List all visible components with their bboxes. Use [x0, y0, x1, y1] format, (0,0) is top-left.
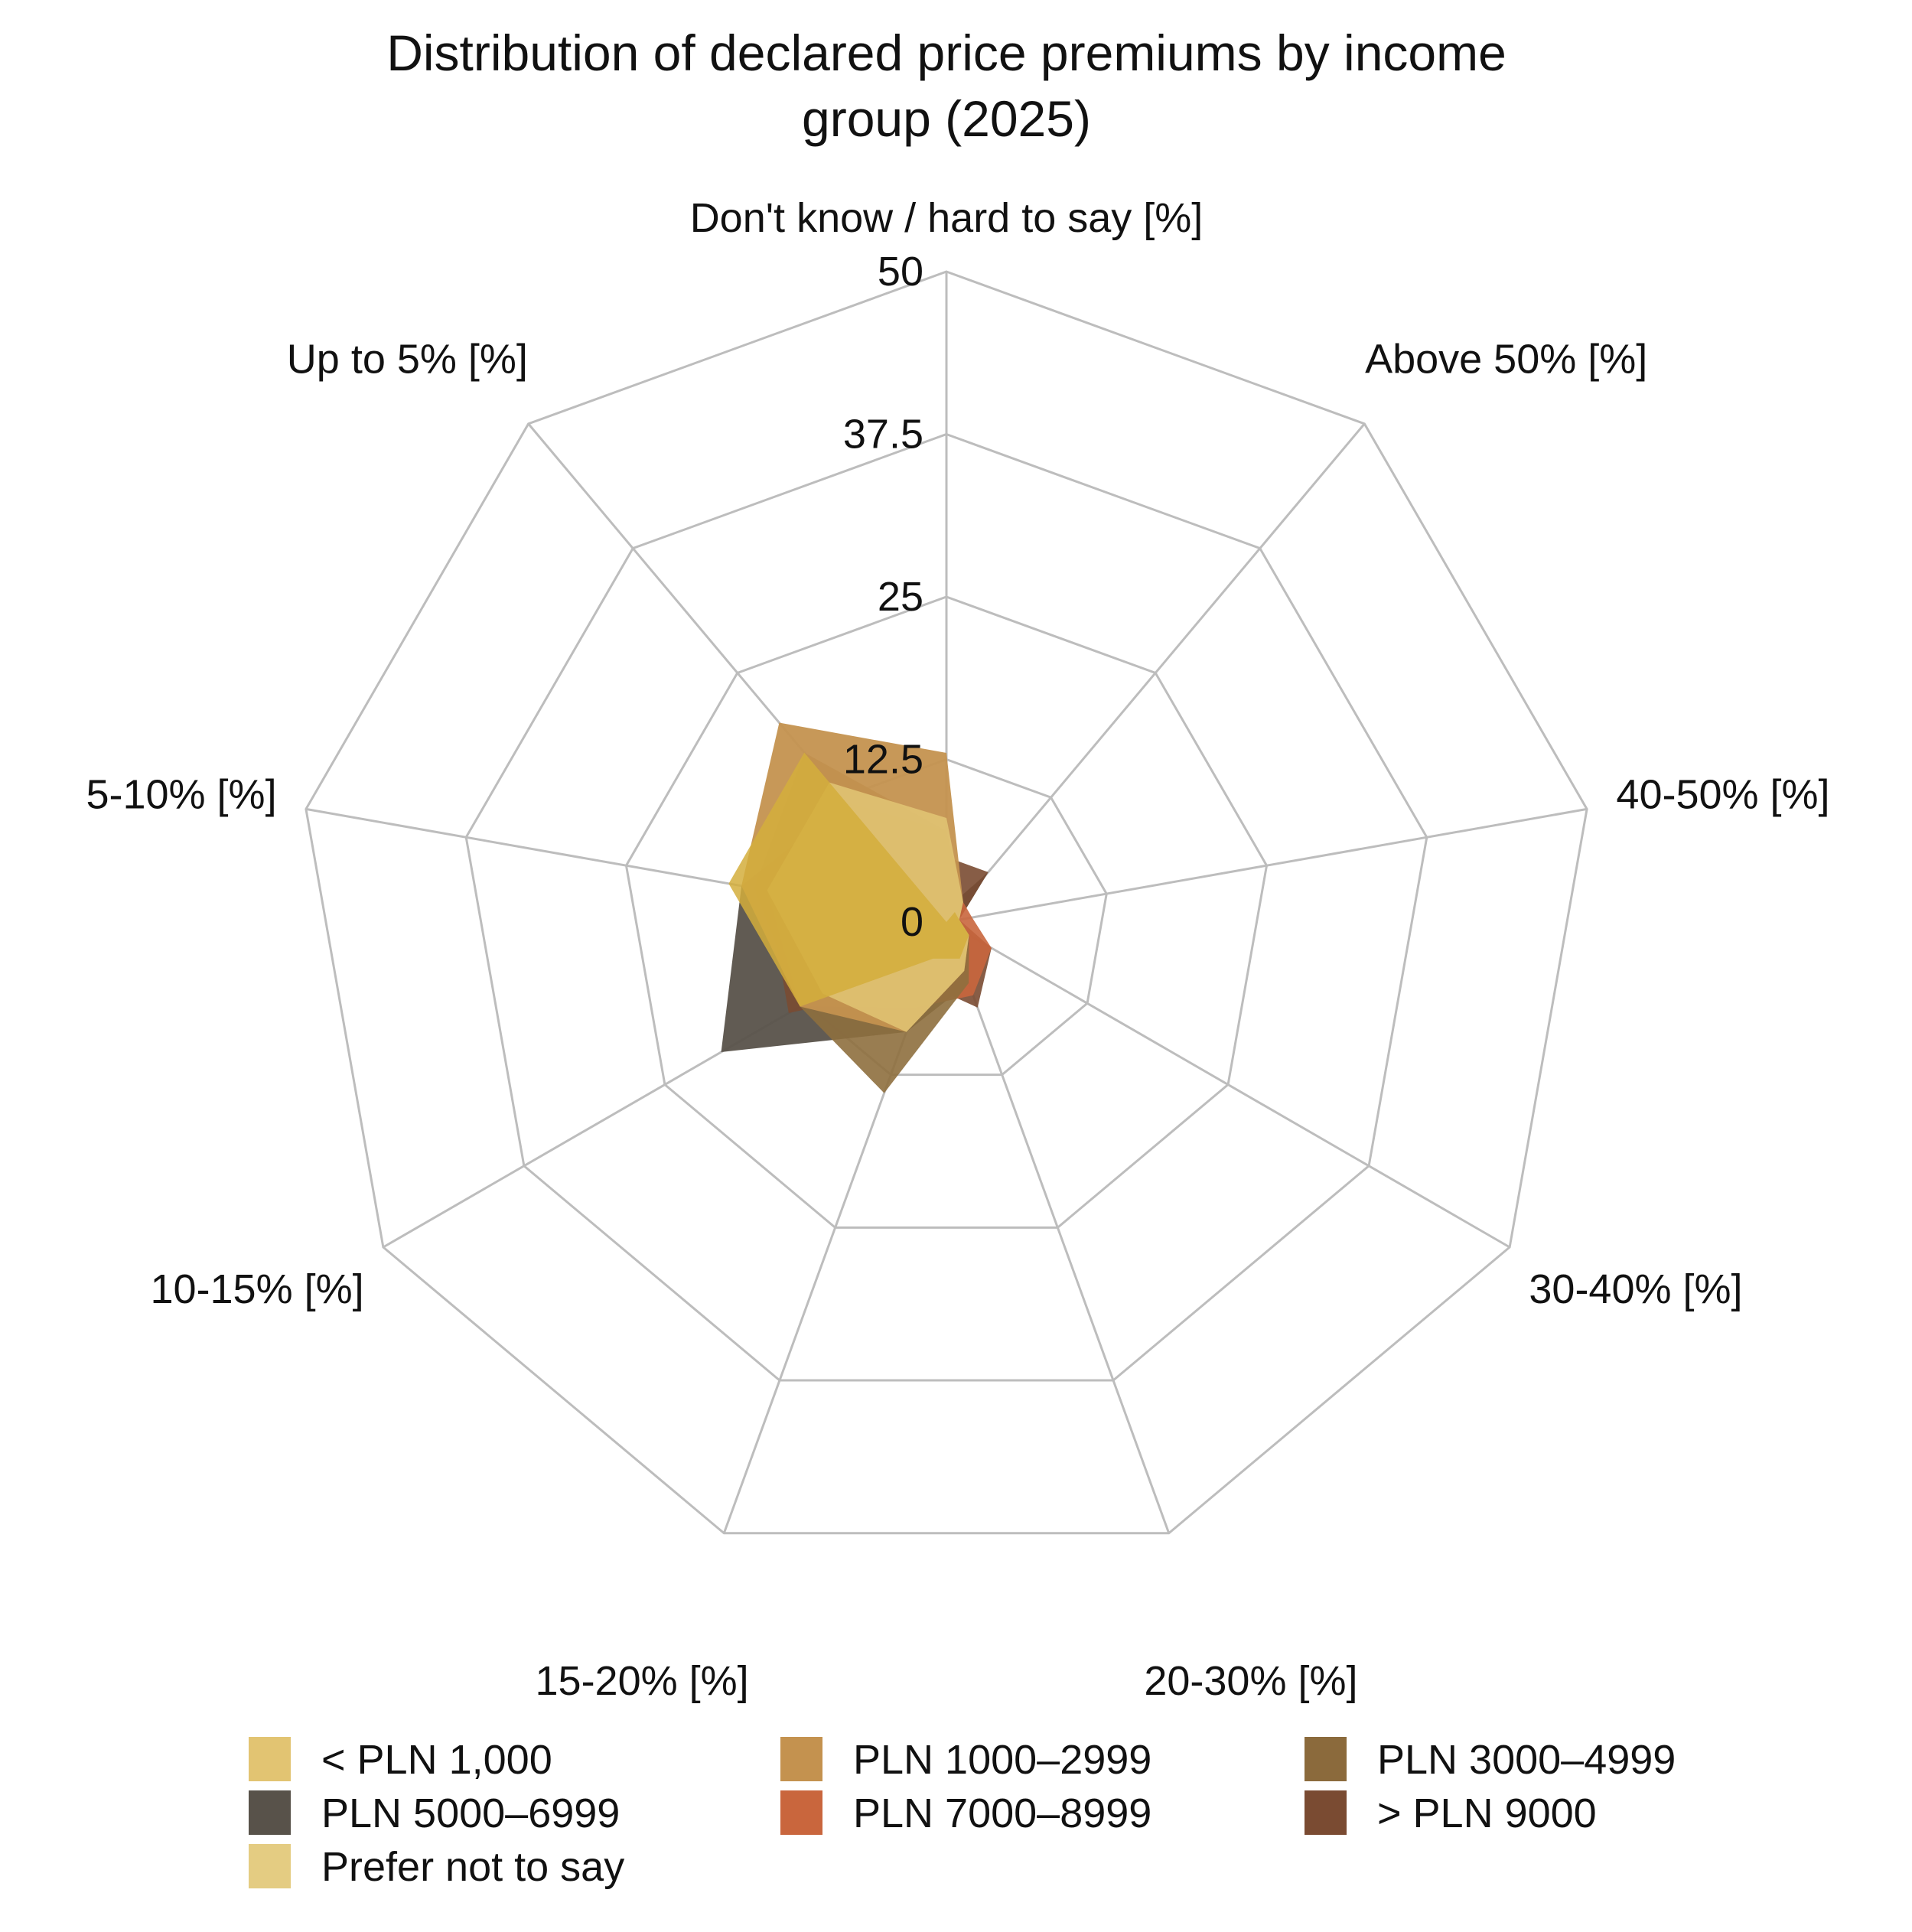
series-area-6: [728, 752, 969, 1007]
tick-label-2: 25: [878, 574, 923, 620]
axis-spoke-3: [946, 920, 1510, 1249]
grid-ring-2: [624, 595, 1269, 1229]
legend-label-6: Prefer not to say: [321, 1844, 624, 1890]
axis-label-7: 5-10% [%]: [86, 771, 276, 817]
chart-title-line-1: Distribution of declared price premiums …: [386, 24, 1506, 81]
legend-swatch-0: [249, 1737, 291, 1781]
axis-label-4: 20-30% [%]: [1144, 1658, 1357, 1704]
legend-label-1: PLN 1000–2999: [853, 1737, 1151, 1783]
axis-label-8: Up to 5% [%]: [287, 337, 528, 383]
legend-swatch-3: [249, 1790, 291, 1835]
legend-label-4: PLN 7000–8999: [853, 1790, 1151, 1836]
legend-swatch-6: [249, 1844, 291, 1888]
radar-series: [721, 722, 992, 1093]
legend-label-0: < PLN 1,000: [321, 1737, 552, 1783]
legend-swatch-1: [780, 1737, 822, 1781]
axis-label-6: 10-15% [%]: [150, 1266, 363, 1312]
tick-label-4: 50: [878, 249, 923, 295]
legend-swatch-2: [1305, 1737, 1347, 1781]
tick-label-3: 37.5: [843, 412, 923, 458]
axis-label-3: 30-40% [%]: [1529, 1266, 1742, 1312]
legend-label-3: PLN 5000–6999: [321, 1790, 620, 1836]
radial-tick-labels: 0 12.5 25 37.5 50: [843, 249, 923, 945]
legend-label-2: PLN 3000–4999: [1377, 1737, 1676, 1783]
axis-spoke-4: [945, 921, 1171, 1534]
axis-label-0: Don't know / hard to say [%]: [690, 195, 1204, 241]
axis-spoke-2: [946, 807, 1588, 924]
chart-title-line-2: group (2025): [802, 90, 1091, 147]
axis-labels: Don't know / hard to say [%] Above 50% [%…: [86, 195, 1829, 1704]
legend-swatch-5: [1305, 1790, 1347, 1835]
grid-ring-4: [305, 270, 1588, 1535]
legend-swatch-4: [780, 1790, 822, 1835]
legend-label-5: > PLN 9000: [1377, 1790, 1597, 1836]
tick-label-1: 12.5: [843, 737, 923, 783]
tick-label-0: 0: [901, 899, 923, 945]
axis-label-5: 15-20% [%]: [536, 1658, 749, 1704]
grid-ring-3: [464, 432, 1428, 1382]
axis-label-1: Above 50% [%]: [1365, 337, 1647, 383]
axis-spoke-1: [945, 422, 1366, 923]
legend: < PLN 1,000 PLN 1000–2999 PLN 3000–4999 PLN…: [249, 1737, 1676, 1890]
axis-label-2: 40-50% [%]: [1616, 771, 1829, 817]
